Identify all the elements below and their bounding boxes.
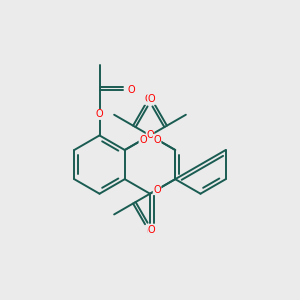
- Text: O: O: [145, 94, 152, 104]
- Text: O: O: [96, 110, 103, 119]
- Text: O: O: [148, 94, 155, 104]
- Text: O: O: [148, 225, 155, 235]
- Text: O: O: [153, 134, 161, 145]
- Text: O: O: [128, 85, 135, 95]
- Text: O: O: [153, 184, 161, 195]
- Text: O: O: [146, 227, 154, 237]
- Text: O: O: [146, 130, 154, 140]
- Text: O: O: [139, 134, 147, 145]
